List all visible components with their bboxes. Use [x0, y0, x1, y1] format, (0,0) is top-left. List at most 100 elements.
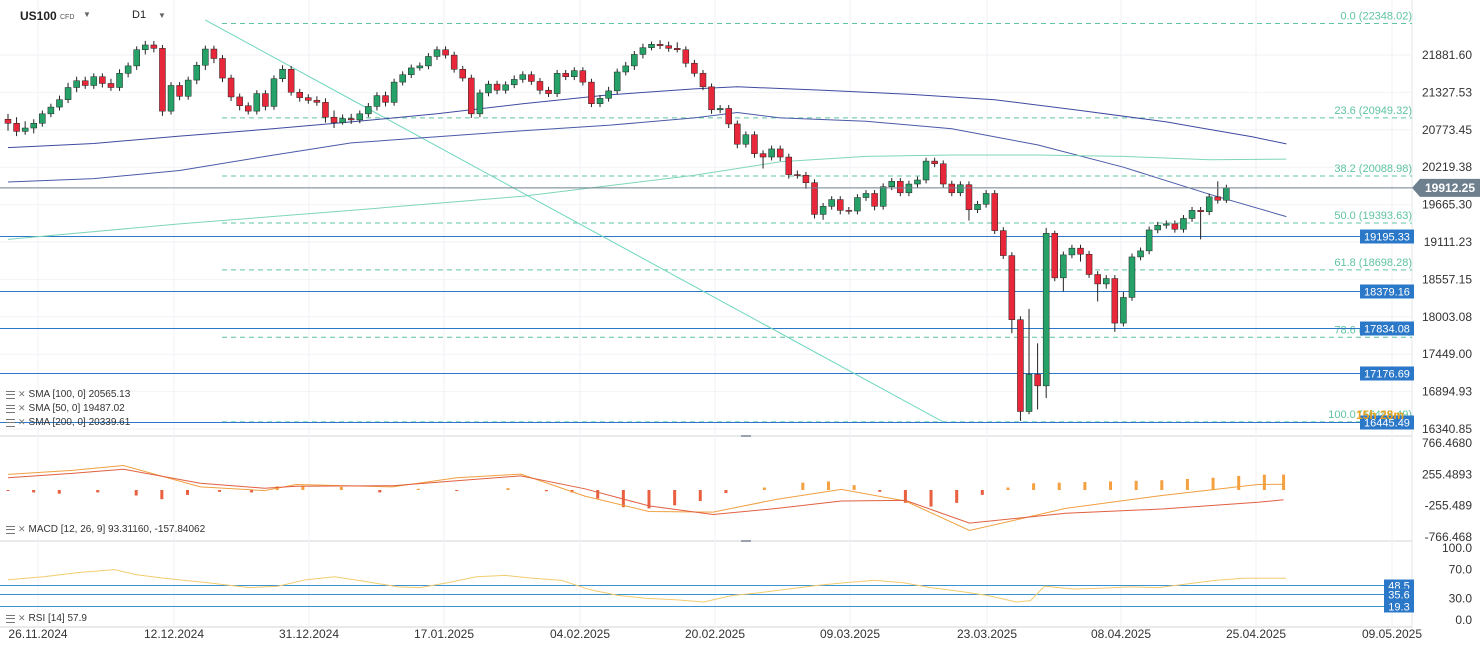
- timeframe-dropdown-icon[interactable]: ▼: [158, 11, 166, 20]
- candle-body: [922, 160, 930, 181]
- candle-body: [107, 83, 115, 88]
- symbol-dropdown-icon[interactable]: ▼: [83, 10, 91, 19]
- settings-icon[interactable]: [6, 614, 15, 623]
- candle-body: [939, 163, 947, 185]
- candle-body: [562, 73, 569, 77]
- macd-histogram-bar: [455, 490, 459, 491]
- candle-body: [167, 85, 175, 112]
- candle-body: [588, 81, 595, 104]
- candle-body: [502, 84, 509, 91]
- candle-body: [725, 108, 732, 125]
- macd-histogram-bar: [1057, 482, 1061, 490]
- candle-body: [408, 67, 415, 75]
- macd-histogram-bar: [134, 490, 138, 496]
- candle-body: [56, 99, 63, 108]
- sma-line: [7, 111, 1287, 218]
- candle-body: [845, 210, 853, 212]
- candle-body: [4, 118, 12, 124]
- candle-body: [854, 197, 861, 212]
- candle-body: [64, 87, 72, 100]
- candle-body: [81, 80, 89, 86]
- macd-histogram-bar: [762, 487, 766, 490]
- settings-icon[interactable]: [6, 525, 15, 534]
- macd-tick-label: 766.4680: [1422, 436, 1472, 450]
- candle-body: [142, 44, 149, 50]
- candle-body: [356, 113, 364, 121]
- legend-sma100[interactable]: ✕ SMA [100, 0] 20565.13: [6, 389, 130, 400]
- candle-body: [862, 193, 870, 198]
- legend-label: MACD [12, 26, 9] 93.31160, -157.84062: [28, 524, 206, 535]
- price-tick-label: 17449.00: [1422, 347, 1472, 361]
- candle-body: [879, 186, 887, 207]
- close-icon[interactable]: ✕: [18, 389, 26, 399]
- legend-macd[interactable]: ✕ MACD [12, 26, 9] 93.31160, -157.84062: [6, 524, 205, 535]
- candle-body: [1154, 224, 1161, 231]
- legend-sma200[interactable]: ✕ SMA [200, 0] 20339.61: [6, 417, 130, 428]
- candle-body: [708, 86, 715, 111]
- resize-handle: [741, 435, 751, 437]
- candle-body: [665, 45, 672, 49]
- close-icon[interactable]: ✕: [18, 613, 26, 623]
- settings-icon[interactable]: [6, 390, 15, 399]
- candle-body: [124, 65, 132, 74]
- candle-body: [1042, 233, 1050, 387]
- candle-body: [751, 134, 758, 154]
- candle-body: [545, 89, 552, 94]
- candle-body: [1068, 247, 1076, 256]
- candle-body: [1163, 223, 1170, 226]
- legend-rsi[interactable]: ✕ RSI [14] 57.9: [6, 613, 87, 624]
- candle-body: [1145, 229, 1153, 252]
- price-tick-label: 21327.53: [1422, 85, 1472, 99]
- macd-histogram-bar: [185, 490, 189, 495]
- price-tick-label: 18003.08: [1422, 310, 1472, 324]
- price-tick-label: 18557.15: [1422, 272, 1472, 286]
- macd-histogram-bar: [980, 490, 984, 495]
- sma-line: [7, 154, 1287, 240]
- sr-level-label: 19195.33: [1364, 232, 1410, 244]
- macd-tick-label: 255.4893: [1422, 467, 1472, 481]
- close-icon[interactable]: ✕: [18, 403, 26, 413]
- time-tick-label: 09.05.2025: [1362, 627, 1422, 641]
- candle-body: [305, 97, 312, 101]
- axes: 21881.60 21327.53 20773.45 20219.38 19665.30…: [8, 48, 1472, 641]
- candle-body: [476, 92, 484, 115]
- legend-sma50[interactable]: ✕ SMA [50, 0] 19487.02: [6, 403, 125, 414]
- fib-label: 23.6 (20949.32): [1334, 105, 1412, 117]
- candle-body: [270, 78, 278, 107]
- close-icon[interactable]: ✕: [18, 417, 26, 427]
- candle-body: [1077, 247, 1084, 255]
- settings-icon[interactable]: [6, 418, 15, 427]
- close-icon[interactable]: ✕: [18, 524, 26, 534]
- legend-label: SMA [200, 0] 20339.61: [28, 417, 131, 428]
- candle-body: [116, 73, 123, 88]
- gridlines: [0, 0, 1413, 628]
- fib-label: 38.2 (20088.98): [1334, 163, 1412, 175]
- macd-histogram-bar: [801, 482, 805, 490]
- candle-body: [802, 175, 810, 183]
- candle-body: [227, 77, 235, 98]
- candle-body: [1094, 274, 1101, 285]
- candle-body: [571, 70, 578, 77]
- macd-histogram-bar: [724, 490, 728, 494]
- symbol-name[interactable]: US100: [20, 9, 57, 23]
- sr-level-badge: [1360, 415, 1414, 430]
- candle-body: [974, 204, 981, 210]
- candle-body: [648, 44, 655, 48]
- candle-body: [897, 181, 904, 194]
- candle-body: [287, 69, 295, 93]
- timeframe-selector[interactable]: D1: [132, 9, 147, 21]
- candle-body: [1034, 374, 1041, 387]
- candle-body: [133, 49, 140, 67]
- rsi-level-label: 19.3: [1388, 602, 1409, 614]
- macd-histogram-bar: [6, 490, 10, 491]
- candle-body: [1017, 319, 1024, 412]
- candle-body: [1102, 278, 1110, 285]
- macd-histogram-bar: [506, 488, 510, 490]
- settings-icon[interactable]: [6, 404, 15, 413]
- candle-body: [21, 127, 29, 132]
- candle-body: [322, 102, 329, 118]
- candle-body: [596, 98, 604, 104]
- candle-body: [159, 48, 166, 112]
- macd-histogram-bar: [57, 490, 61, 494]
